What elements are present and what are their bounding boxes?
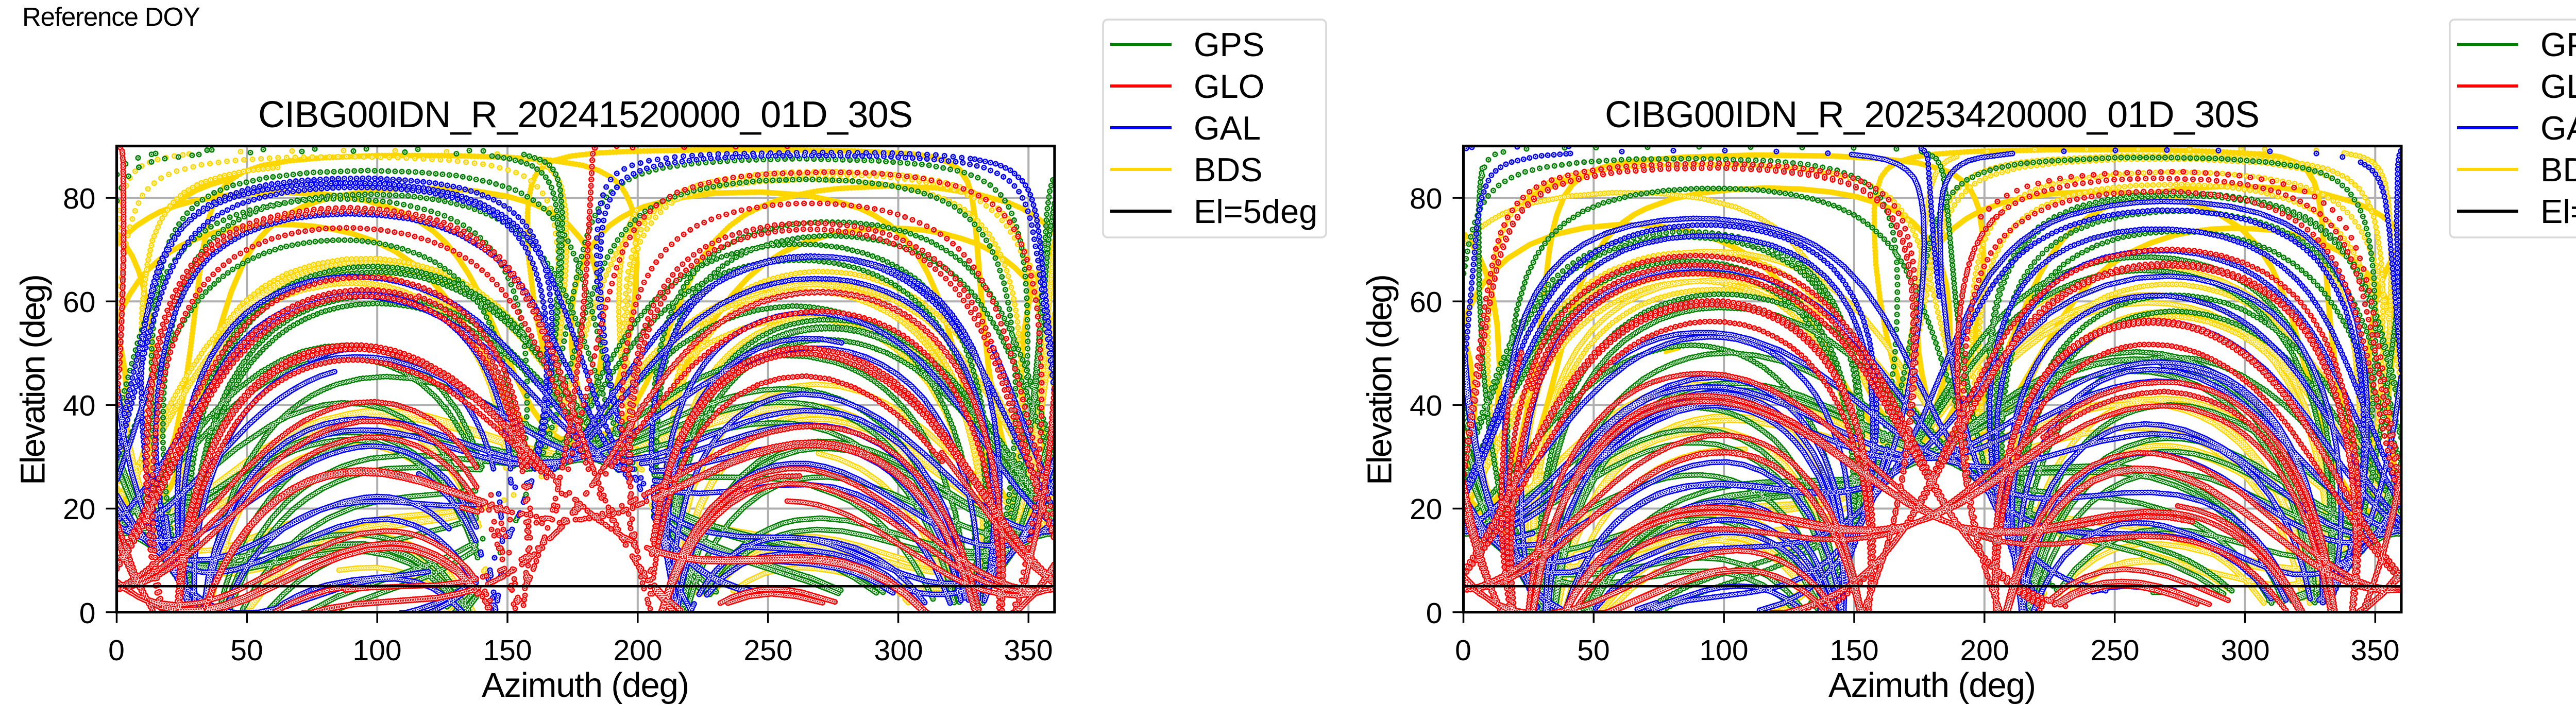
svg-text:250: 250 [743, 634, 792, 667]
svg-text:300: 300 [2221, 634, 2269, 667]
svg-text:GPS: GPS [2540, 26, 2576, 63]
svg-text:Elevation (deg): Elevation (deg) [1361, 274, 1399, 485]
svg-text:350: 350 [2350, 634, 2399, 667]
svg-text:150: 150 [1829, 634, 1878, 667]
svg-text:El=5deg: El=5deg [1194, 193, 1317, 230]
svg-text:0: 0 [79, 597, 96, 630]
svg-text:Elevation (deg): Elevation (deg) [14, 274, 53, 485]
svg-text:60: 60 [1410, 286, 1442, 319]
svg-text:CIBG00IDN_R_20241520000_01D_30: CIBG00IDN_R_20241520000_01D_30S [258, 94, 913, 135]
svg-text:GLO: GLO [2540, 67, 2576, 105]
svg-text:40: 40 [1410, 389, 1442, 422]
svg-text:20: 20 [63, 493, 95, 526]
svg-text:20: 20 [1410, 493, 1442, 526]
svg-text:50: 50 [1577, 634, 1609, 667]
svg-text:GAL: GAL [2540, 109, 2576, 147]
svg-text:Azimuth (deg): Azimuth (deg) [1828, 666, 2036, 705]
svg-text:0: 0 [1426, 597, 1443, 630]
svg-text:0: 0 [108, 634, 125, 667]
svg-text:GPS: GPS [1194, 26, 1264, 63]
svg-text:CIBG00IDN_R_20253420000_01D_30: CIBG00IDN_R_20253420000_01D_30S [1605, 94, 2260, 135]
svg-text:80: 80 [1410, 182, 1442, 215]
svg-text:100: 100 [1699, 634, 1748, 667]
svg-text:60: 60 [63, 286, 95, 319]
svg-text:250: 250 [2090, 634, 2139, 667]
svg-text:350: 350 [1004, 634, 1053, 667]
svg-text:200: 200 [1960, 634, 2009, 667]
svg-text:40: 40 [63, 389, 95, 422]
svg-text:300: 300 [874, 634, 923, 667]
svg-text:80: 80 [63, 182, 95, 215]
svg-text:BDS: BDS [1194, 151, 1263, 188]
svg-text:50: 50 [230, 634, 263, 667]
svg-text:200: 200 [613, 634, 662, 667]
svg-text:El=5deg: El=5deg [2540, 193, 2576, 230]
svg-text:GLO: GLO [1194, 67, 1264, 105]
svg-text:150: 150 [483, 634, 532, 667]
svg-text:Reference DOY: Reference DOY [22, 2, 200, 31]
svg-text:0: 0 [1455, 634, 1471, 667]
svg-text:BDS: BDS [2540, 151, 2576, 188]
svg-text:GAL: GAL [1194, 109, 1261, 147]
svg-text:100: 100 [352, 634, 401, 667]
svg-text:Azimuth (deg): Azimuth (deg) [482, 666, 689, 705]
